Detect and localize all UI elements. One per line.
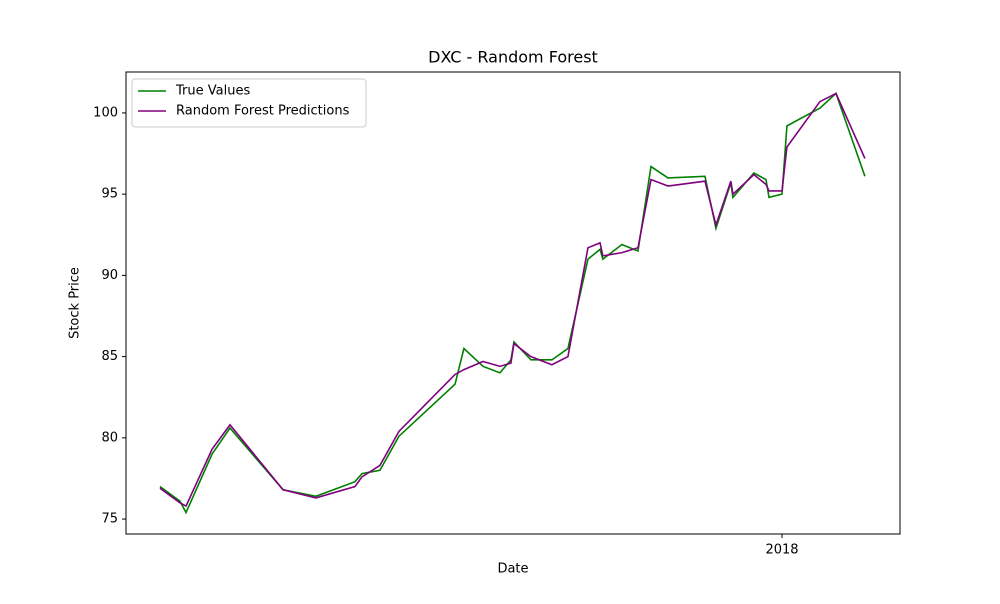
legend-label: True Values bbox=[175, 84, 250, 99]
legend-box bbox=[131, 78, 367, 128]
x-tick-label: 2018 bbox=[765, 543, 798, 558]
y-tick-label: 85 bbox=[101, 349, 118, 364]
x-axis-label: Date bbox=[497, 562, 528, 577]
y-axis-label: Stock Price bbox=[68, 267, 83, 339]
plot-frame bbox=[125, 71, 901, 535]
y-tick-label: 75 bbox=[101, 512, 118, 527]
y-tick-label: 95 bbox=[101, 187, 118, 202]
y-tick-label: 100 bbox=[93, 105, 118, 120]
chart-title: DXC - Random Forest bbox=[428, 48, 598, 67]
series-line bbox=[159, 92, 866, 515]
y-tick-label: 80 bbox=[101, 430, 118, 445]
series-line bbox=[159, 92, 866, 508]
y-tick-label: 90 bbox=[101, 268, 118, 283]
legend-label: Random Forest Predictions bbox=[176, 104, 350, 119]
